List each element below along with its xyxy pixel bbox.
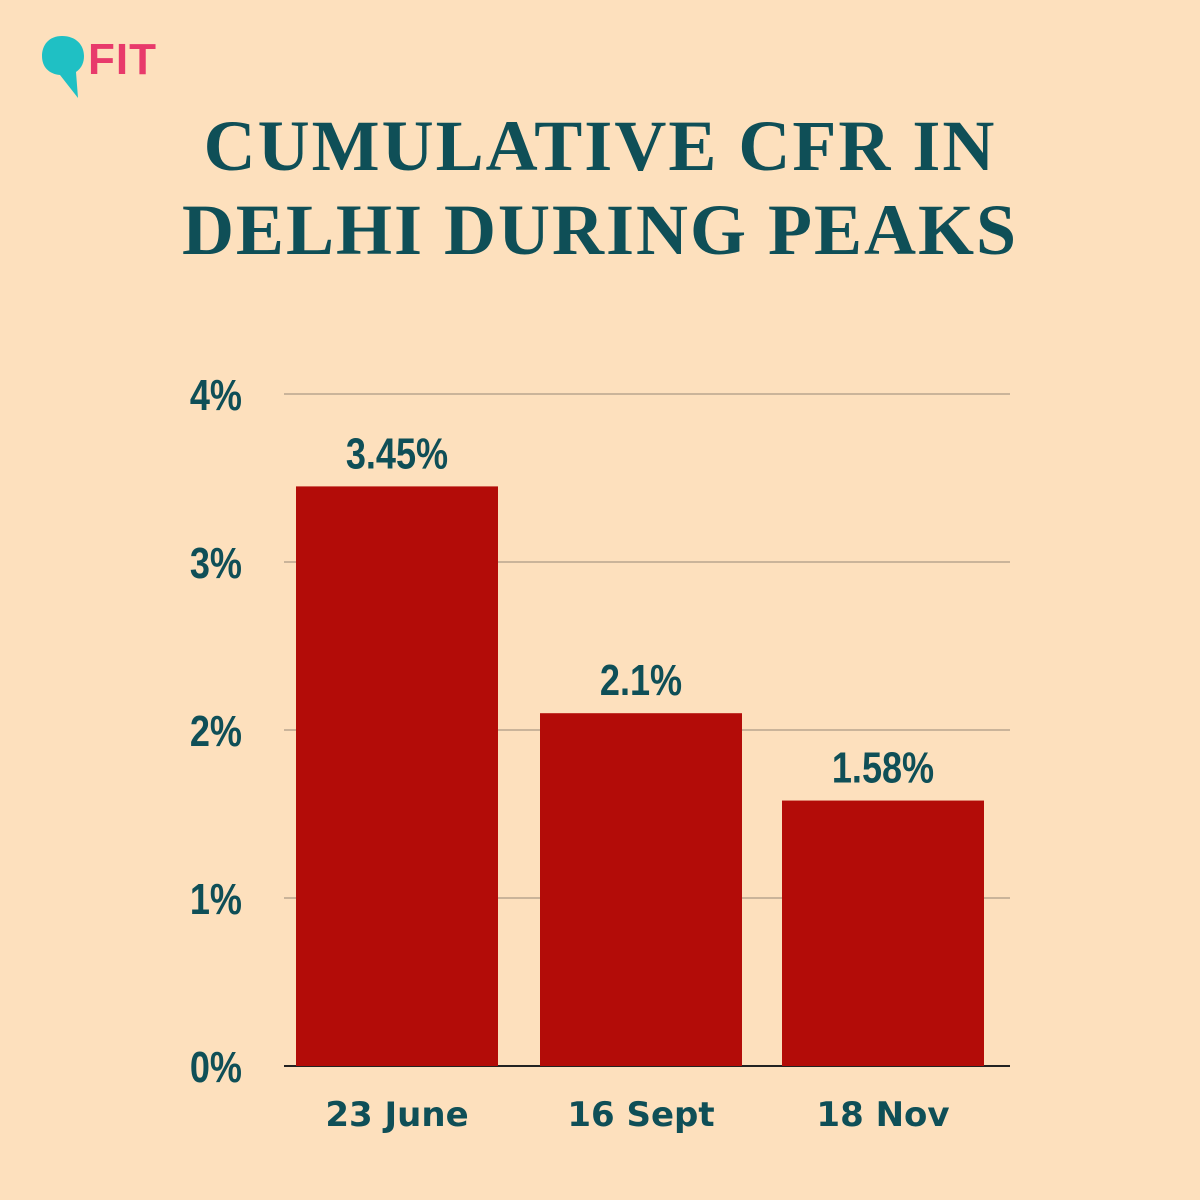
chart-title-line-2: DELHI DURING PEAKS bbox=[181, 190, 1019, 270]
y-tick-label: 3% bbox=[190, 539, 242, 588]
y-tick-label: 0% bbox=[190, 1043, 242, 1092]
y-tick-label: 2% bbox=[190, 707, 242, 756]
bar-3 bbox=[782, 800, 984, 1066]
bar-value-labels: 3.45% 2.1% 1.58% bbox=[346, 429, 934, 792]
bar-1 bbox=[296, 486, 498, 1066]
speech-bubble-icon bbox=[42, 36, 84, 98]
y-tick-label: 4% bbox=[190, 371, 242, 420]
x-tick-label: 16 Sept bbox=[567, 1095, 714, 1135]
bar-2 bbox=[540, 713, 742, 1066]
bar-value-label: 2.1% bbox=[600, 656, 682, 705]
brand-name: FIT bbox=[88, 35, 157, 84]
chart-title: CUMULATIVE CFR IN DELHI DURING PEAKS bbox=[0, 104, 1200, 272]
x-axis-category-labels: 23 June 16 Sept 18 Nov bbox=[325, 1095, 949, 1135]
bars bbox=[296, 486, 984, 1066]
x-tick-label: 23 June bbox=[325, 1095, 468, 1135]
x-tick-label: 18 Nov bbox=[816, 1095, 949, 1135]
bar-value-label: 1.58% bbox=[832, 743, 934, 792]
bar-value-label: 3.45% bbox=[346, 429, 448, 478]
y-axis-tick-labels: 0% 1% 2% 3% 4% bbox=[190, 371, 242, 1092]
chart-title-line-1: CUMULATIVE CFR IN bbox=[203, 106, 997, 186]
brand-logo bbox=[42, 36, 84, 98]
y-tick-label: 1% bbox=[190, 875, 242, 924]
